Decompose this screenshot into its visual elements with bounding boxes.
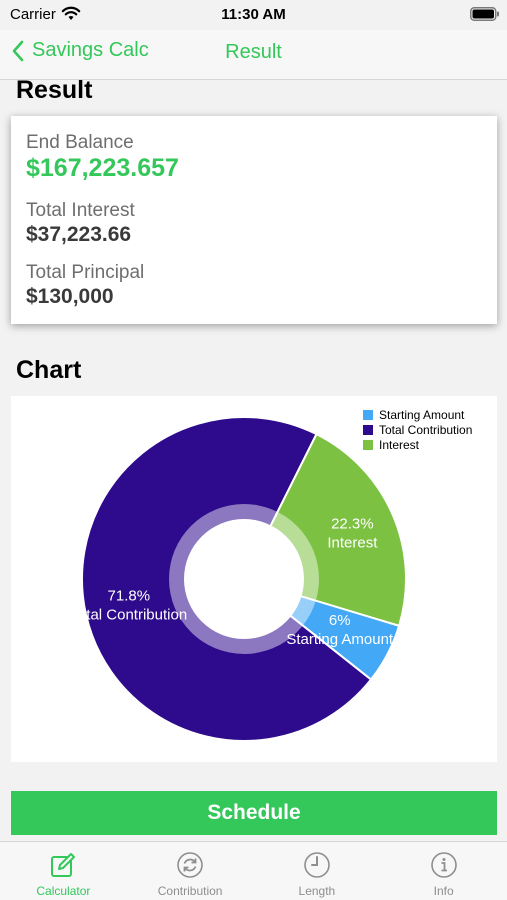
tab-label-contribution: Contribution [157,884,223,898]
tab-label-info: Info [433,884,454,898]
schedule-button-label: Schedule [207,801,301,824]
pie-value-label: 6% [329,612,351,629]
end-balance-label: End Balance [26,132,134,153]
pie-name-label: Total Contribution [70,607,187,624]
schedule-button[interactable]: Schedule [11,791,497,835]
chart-card: 6% Starting Amount 71.8% Total Contribution… [11,396,497,762]
clock-icon [304,852,330,878]
tab-contribution[interactable]: Contribution [127,842,254,900]
back-button-label: Savings Calc [32,39,149,61]
wifi-icon [61,6,81,20]
nav-title: Result [225,41,282,63]
tab-label-calculator: Calculator [36,884,91,898]
tab-label-length: Length [298,884,336,898]
tab-info[interactable]: Info [380,842,507,900]
tab-length[interactable]: Length [254,842,381,900]
pie-value-label: 22.3% [331,515,374,532]
pie-name-label: Interest [327,534,378,551]
info-icon [430,852,457,878]
pie-chart: 6% Starting Amount 71.8% Total Contribution… [70,408,472,742]
result-card: End Balance $167,223.657 Total Interest … [11,116,497,324]
legend-swatch [363,410,373,420]
tab-bar: Calculator Contribution Length Info [0,841,507,900]
chart-heading: Chart [16,356,82,384]
end-balance-value: $167,223.657 [26,154,179,182]
carrier-label: Carrier [10,6,56,23]
edit-icon [51,853,76,877]
legend-swatch [363,440,373,450]
total-interest-value: $37,223.66 [26,223,132,246]
legend-label: Total Contribution [379,423,472,437]
legend-label: Interest [379,438,420,452]
total-interest-label: Total Interest [26,200,135,221]
navigation-bar: Savings Calc Result [0,30,507,80]
legend-label: Starting Amount [379,408,465,422]
battery-icon [470,7,499,21]
total-principal-value: $130,000 [26,285,114,308]
result-heading: Result [16,76,93,104]
pie-value-label: 71.8% [108,588,151,605]
pie-name-label: Starting Amount [286,631,394,648]
total-principal-label: Total Principal [26,262,145,283]
tab-calculator[interactable]: Calculator [0,842,127,900]
status-bar: Carrier 11:30 AM [0,0,507,30]
chevron-left-icon [12,40,24,61]
status-time: 11:30 AM [221,6,286,23]
refresh-icon [177,852,203,878]
back-button[interactable]: Savings Calc [12,39,149,62]
legend-swatch [363,425,373,435]
pie-hole [184,519,304,639]
